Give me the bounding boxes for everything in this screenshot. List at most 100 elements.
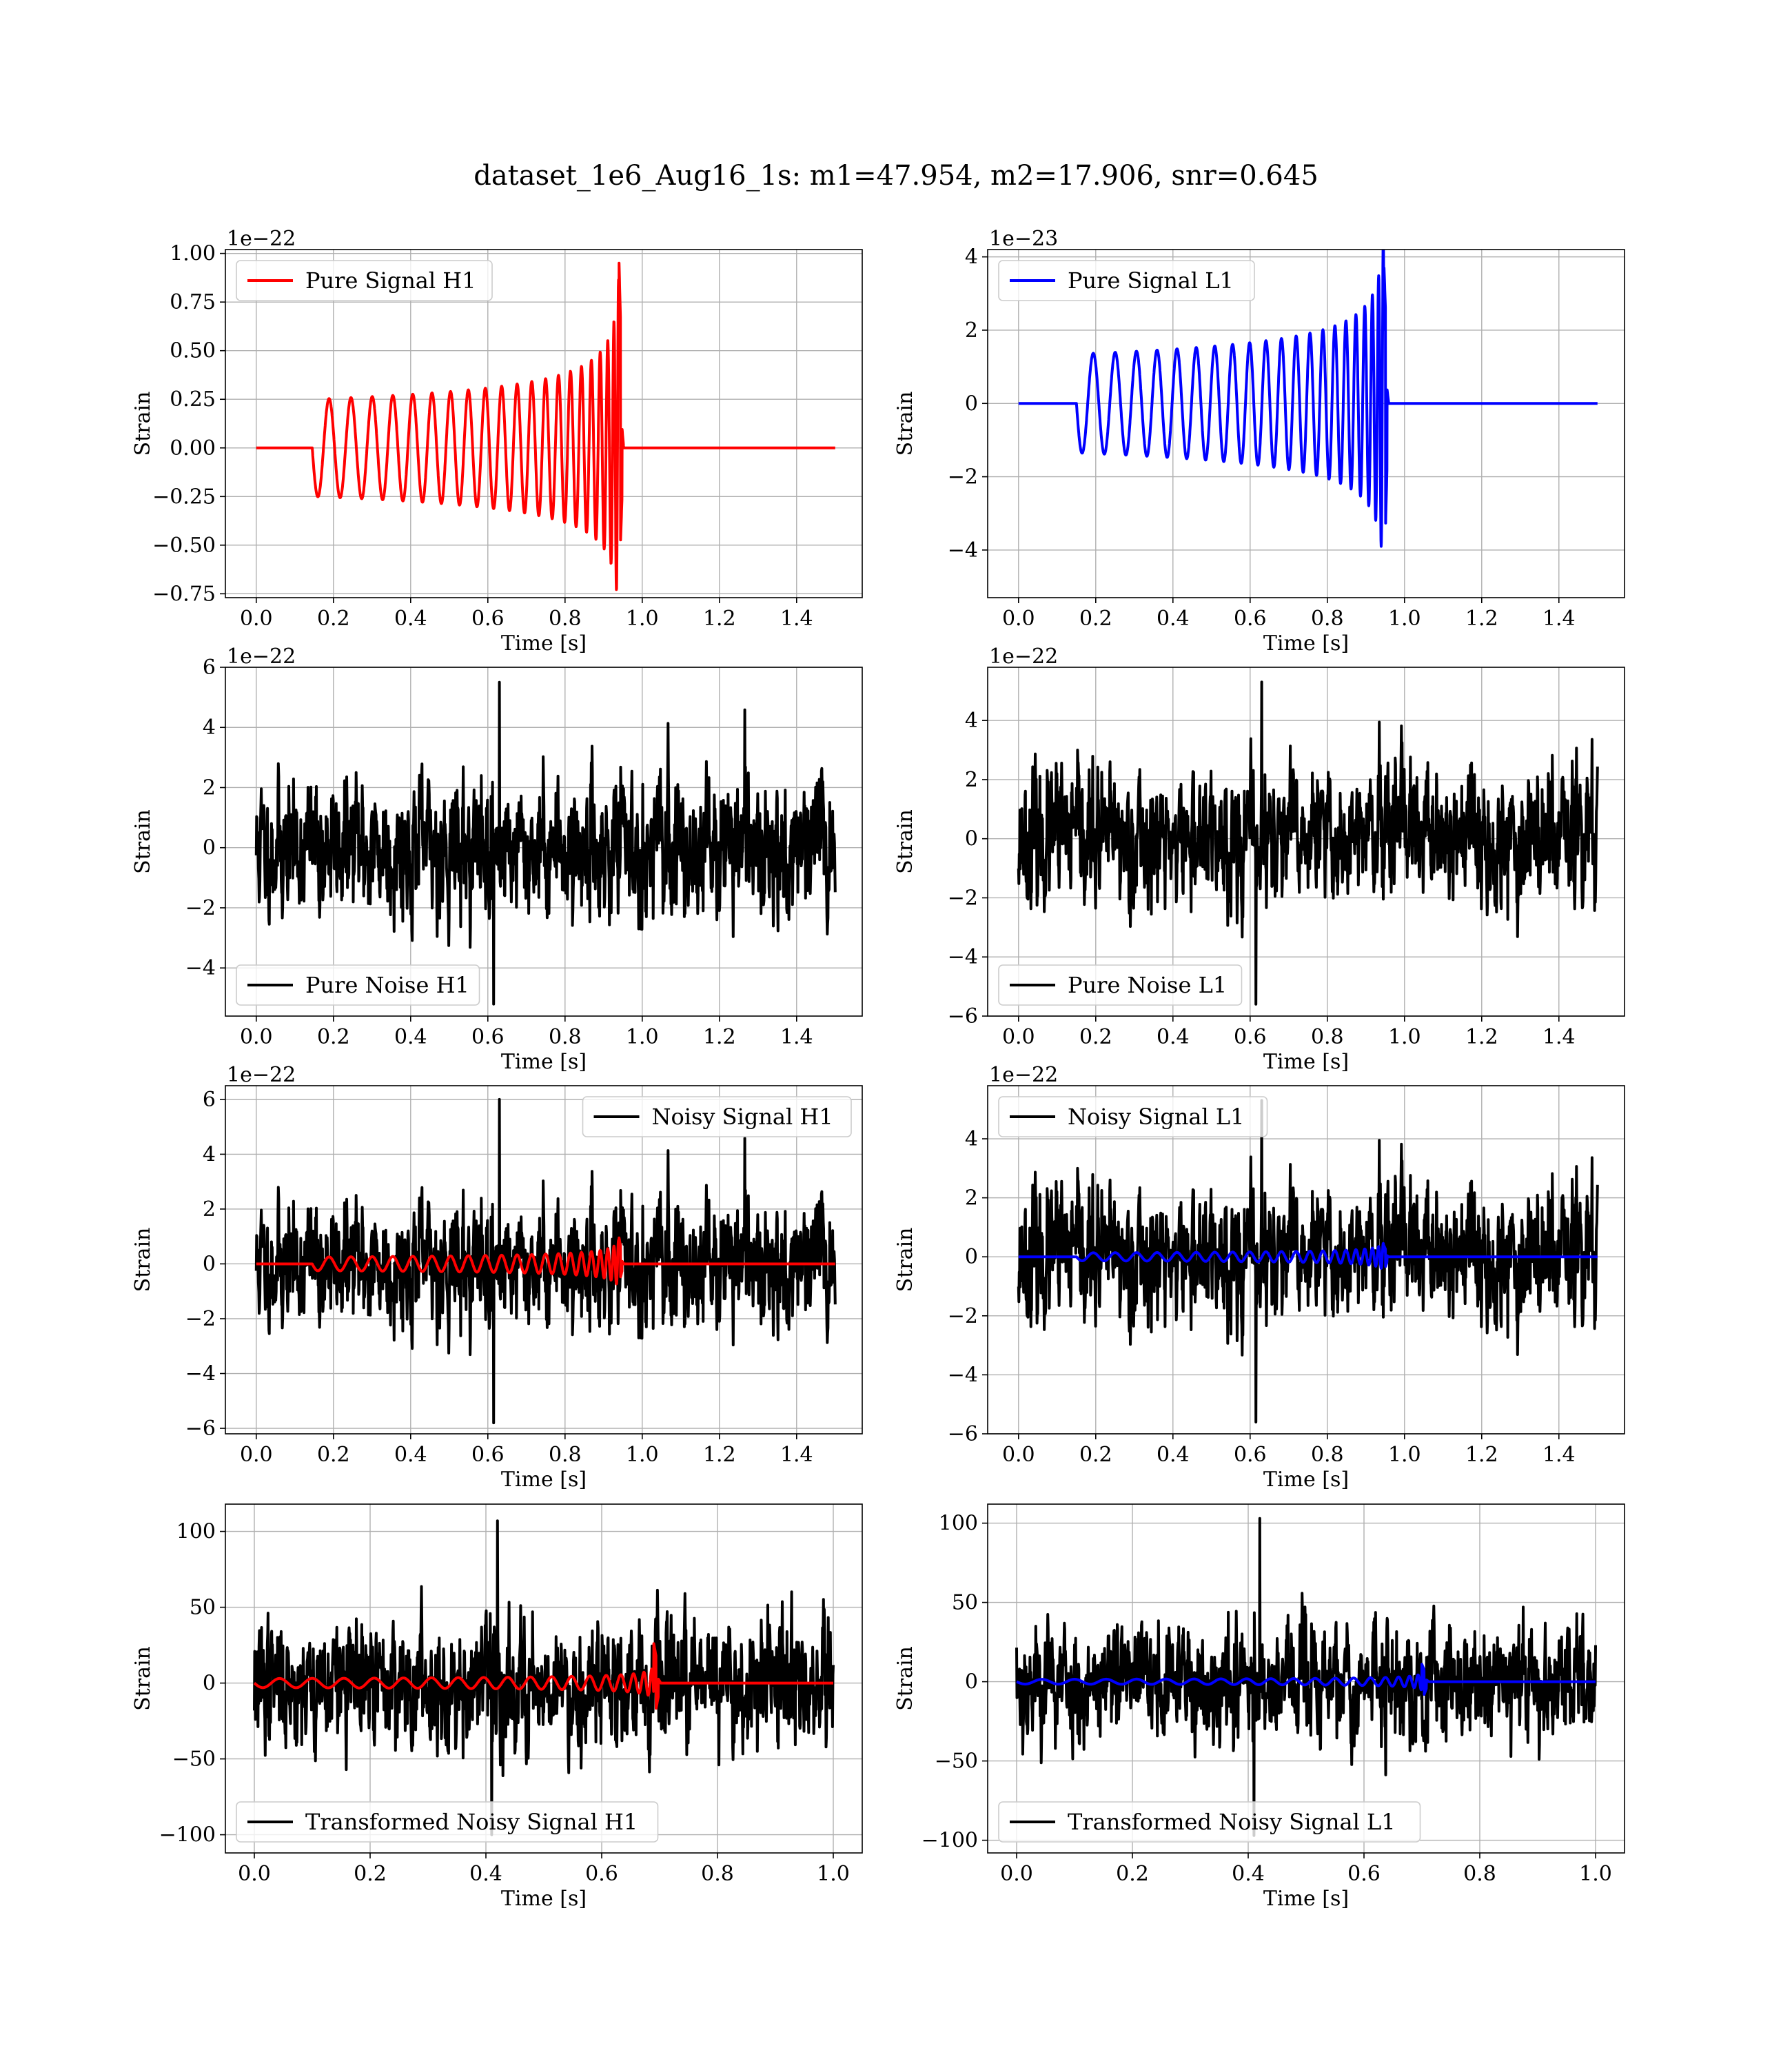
x-axis-label: Time [s] — [1263, 631, 1349, 656]
plot-area — [255, 261, 837, 591]
y-tick-label: −0.75 — [152, 582, 216, 606]
x-tick-label: 1.0 — [626, 1443, 659, 1467]
x-tick-label: 1.2 — [703, 1025, 736, 1049]
x-tick-label: 0.4 — [469, 1862, 502, 1886]
y-offset-text: 1e−22 — [227, 645, 296, 669]
legend-box — [236, 1801, 659, 1843]
x-tick-label: 1.4 — [780, 607, 813, 631]
legend: Pure Signal L1 — [998, 260, 1255, 301]
y-tick-label: −2 — [185, 896, 216, 920]
x-tick-label: 0.8 — [1311, 1443, 1344, 1467]
series-line-chirp-0 — [1017, 250, 1599, 548]
series-line-noise-0 — [1017, 680, 1599, 1006]
x-tick-label: 0.6 — [585, 1862, 618, 1886]
y-tick-label: 4 — [203, 1142, 216, 1166]
y-axis-label: Strain — [131, 809, 155, 874]
x-tick-label: 0.4 — [1157, 1025, 1190, 1049]
subplot-transformed_noisy_signal_h1: 0.0 0.2 0.4 0.6 0.8 1.0 −100 −50 0 50 100 Time [s] S… — [131, 1503, 863, 1911]
x-tick-label: 1.0 — [1579, 1862, 1612, 1886]
y-tick-label: 0.25 — [170, 387, 216, 412]
y-tick-label: 4 — [203, 716, 216, 740]
legend: Noisy Signal L1 — [998, 1096, 1268, 1137]
x-tick-label: 0.2 — [354, 1862, 387, 1886]
legend-box — [998, 1801, 1421, 1843]
series-line-chirp-1 — [255, 1236, 837, 1286]
y-axis-label: Strain — [893, 1646, 917, 1711]
series-line-noise-0 — [254, 1097, 837, 1425]
y-tick-label: −6 — [948, 1004, 978, 1028]
x-tick-label: 1.0 — [1388, 1443, 1421, 1467]
x-tick-label: 0.4 — [394, 607, 427, 631]
y-tick-label: 2 — [203, 776, 216, 800]
y-tick-label: 100 — [176, 1520, 216, 1544]
y-tick-label: 2 — [965, 1186, 978, 1210]
y-tick-label: −2 — [948, 886, 978, 910]
x-tick-label: 0.0 — [240, 607, 273, 631]
x-tick-label: 0.0 — [238, 1862, 271, 1886]
x-tick-label: 0.6 — [1234, 1025, 1267, 1049]
y-tick-label: 0 — [203, 1672, 216, 1696]
y-axis-label: Strain — [131, 1228, 155, 1292]
plot-area — [1015, 1517, 1597, 1837]
legend-box — [582, 1096, 852, 1137]
series-line-noise-0 — [1017, 1099, 1599, 1423]
x-axis-label: Time [s] — [1263, 1468, 1349, 1492]
y-tick-label: 0 — [203, 1252, 216, 1276]
y-tick-label: 100 — [939, 1512, 978, 1536]
y-tick-label: 6 — [203, 1088, 216, 1112]
x-axis-label: Time [s] — [501, 1468, 587, 1492]
axes-frame — [987, 249, 1625, 598]
figure-title: dataset_1e6_Aug16_1s: m1=47.954, m2=17.9… — [474, 160, 1318, 192]
x-axis-label: Time [s] — [1263, 1050, 1349, 1074]
y-tick-label: −2 — [185, 1307, 216, 1331]
y-tick-label: −0.25 — [152, 485, 216, 509]
legend-box — [236, 260, 493, 301]
x-tick-label: 0.2 — [317, 607, 350, 631]
y-tick-label: 6 — [203, 656, 216, 680]
y-tick-label: −100 — [922, 1829, 978, 1853]
x-tick-label: 1.4 — [780, 1443, 813, 1467]
x-axis-label: Time [s] — [501, 1050, 587, 1074]
series-line-chirp-1 — [1017, 1241, 1599, 1270]
legend-label: Pure Noise L1 — [1068, 972, 1227, 998]
x-tick-label: 0.0 — [240, 1443, 273, 1467]
x-tick-label: 1.4 — [780, 1025, 813, 1049]
x-tick-label: 1.0 — [1388, 1025, 1421, 1049]
x-tick-label: 0.6 — [1347, 1862, 1381, 1886]
series-line-noise-0 — [1015, 1517, 1597, 1837]
plot-area — [254, 1097, 837, 1425]
y-tick-label: −6 — [185, 1417, 216, 1441]
legend: Noisy Signal H1 — [582, 1096, 852, 1137]
legend-box — [998, 964, 1243, 1006]
y-tick-label: 50 — [952, 1591, 978, 1615]
x-tick-label: 0.0 — [240, 1025, 273, 1049]
y-tick-label: 0 — [965, 827, 978, 851]
x-tick-label: 0.8 — [1311, 1025, 1344, 1049]
plot-area — [1017, 250, 1599, 548]
x-tick-label: 0.2 — [317, 1443, 350, 1467]
y-axis-label: Strain — [893, 809, 917, 874]
y-tick-label: 0.50 — [170, 339, 216, 363]
legend: Transformed Noisy Signal H1 — [236, 1801, 659, 1843]
x-tick-label: 0.2 — [1079, 607, 1112, 631]
plot-area — [253, 1519, 835, 1836]
x-tick-label: 0.2 — [1116, 1862, 1149, 1886]
y-tick-label: 0 — [965, 1670, 978, 1694]
x-tick-label: 0.4 — [394, 1025, 427, 1049]
x-tick-label: 0.6 — [1234, 607, 1267, 631]
subplot-pure_signal_h1: 0.0 0.2 0.4 0.6 0.8 1.0 1.2 1.4 −0.75 −0.50 −0.25 0… — [131, 227, 863, 656]
y-offset-text: 1e−22 — [989, 645, 1058, 669]
subplot-noisy_signal_l1: 0.0 0.2 0.4 0.6 0.8 1.0 1.2 1.4 −6 −4 −2 0 2 4 1e−22 Ti… — [893, 1063, 1625, 1492]
legend: Pure Noise H1 — [236, 964, 480, 1006]
subplot-transformed_noisy_signal_l1: 0.0 0.2 0.4 0.6 0.8 1.0 −100 −50 0 50 100 Time [s] S… — [893, 1503, 1625, 1911]
y-tick-label: 2 — [965, 768, 978, 792]
y-tick-label: −4 — [185, 956, 216, 980]
y-tick-label: 0 — [203, 836, 216, 860]
y-tick-label: −50 — [935, 1750, 978, 1774]
x-tick-label: 1.0 — [626, 607, 659, 631]
legend: Transformed Noisy Signal L1 — [998, 1801, 1421, 1843]
x-tick-label: 0.4 — [1157, 1443, 1190, 1467]
axes-frame — [225, 1503, 863, 1854]
subplot-noisy_signal_h1: 0.0 0.2 0.4 0.6 0.8 1.0 1.2 1.4 −6 −4 −2 0 2 4 6 1e−22 T… — [131, 1063, 863, 1492]
